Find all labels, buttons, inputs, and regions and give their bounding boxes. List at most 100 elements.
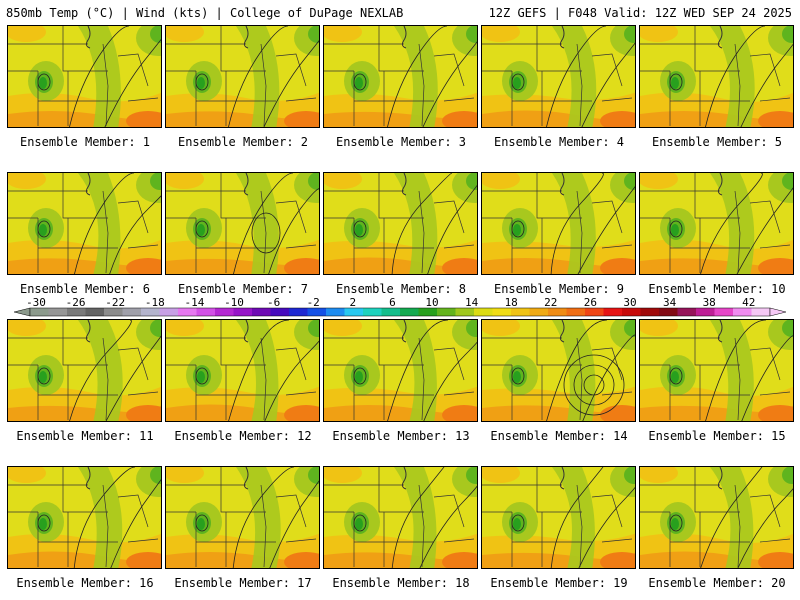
colorbar-tick-label: 38 xyxy=(703,296,716,309)
colorbar-swatch xyxy=(548,308,567,316)
ensemble-map-panel xyxy=(323,25,478,128)
colorbar-tick-label: -26 xyxy=(66,296,86,309)
temperature-field-map xyxy=(482,26,635,127)
temperature-field-map xyxy=(324,320,477,421)
temperature-field-map xyxy=(640,467,793,568)
ensemble-map-panel xyxy=(639,466,794,569)
ensemble-member-label: Ensemble Member: 17 xyxy=(174,576,312,590)
ensemble-member-label: Ensemble Member: 2 xyxy=(177,135,309,149)
colorbar-tick-label: 42 xyxy=(742,296,755,309)
colorbar-swatch xyxy=(585,308,604,316)
ensemble-member-label: Ensemble Member: 19 xyxy=(490,576,628,590)
temperature-field-map xyxy=(8,320,161,421)
ensemble-member-label: Ensemble Member: 7 xyxy=(177,282,309,296)
ensemble-map-panel xyxy=(165,25,320,128)
ensemble-map-panel xyxy=(165,466,320,569)
colorbar-swatch xyxy=(30,308,49,316)
ensemble-map-panel xyxy=(7,466,162,569)
ensemble-map-panel xyxy=(7,319,162,422)
ensemble-member-label: Ensemble Member: 1 xyxy=(19,135,151,149)
temperature-field-map xyxy=(482,320,635,421)
temperature-field-map xyxy=(324,173,477,274)
colorbar-swatch xyxy=(437,308,456,316)
temperature-field-map xyxy=(8,173,161,274)
colorbar-swatch xyxy=(104,308,123,316)
colorbar-swatch xyxy=(492,308,512,316)
ensemble-map-panel xyxy=(639,25,794,128)
ensemble-member-label: Ensemble Member: 4 xyxy=(493,135,625,149)
colorbar-swatch xyxy=(326,308,345,316)
temperature-field-map xyxy=(8,467,161,568)
colorbar-swatch xyxy=(696,308,715,316)
colorbar-swatch xyxy=(122,308,142,316)
ensemble-member-label: Ensemble Member: 15 xyxy=(648,429,786,443)
ensemble-map-panel xyxy=(639,172,794,275)
colorbar-swatch xyxy=(455,308,475,316)
colorbar-swatch xyxy=(344,308,364,316)
colorbar-swatch xyxy=(178,308,197,316)
colorbar-swatch xyxy=(733,308,752,316)
colorbar-tick-label: -6 xyxy=(267,296,280,309)
ensemble-map-panel xyxy=(481,466,636,569)
colorbar-swatch xyxy=(511,308,530,316)
ensemble-map-panel xyxy=(481,25,636,128)
colorbar-tick-label: -14 xyxy=(184,296,204,309)
ensemble-map-panel xyxy=(481,319,636,422)
colorbar-swatch xyxy=(418,308,438,316)
colorbar-tick-label: -30 xyxy=(26,296,46,309)
ensemble-member-label: Ensemble Member: 9 xyxy=(493,282,625,296)
colorbar-tick-label: -2 xyxy=(307,296,320,309)
colorbar-swatch xyxy=(603,308,623,316)
colorbar-tick-label: 18 xyxy=(505,296,518,309)
temperature-field-map xyxy=(482,467,635,568)
colorbar-tick-label: 22 xyxy=(544,296,557,309)
temperature-field-map xyxy=(324,26,477,127)
colorbar-swatch xyxy=(215,308,234,316)
temperature-field-map xyxy=(324,467,477,568)
model-valid-time: 12Z GEFS | F048 Valid: 12Z WED SEP 24 20… xyxy=(488,6,792,20)
ensemble-member-label: Ensemble Member: 18 xyxy=(332,576,470,590)
temperature-field-map xyxy=(166,26,319,127)
colorbar-tick-label: -22 xyxy=(105,296,125,309)
temperature-field-map xyxy=(482,173,635,274)
ensemble-map-panel xyxy=(481,172,636,275)
temperature-field-map xyxy=(166,173,319,274)
colorbar-swatch xyxy=(141,308,160,316)
colorbar-swatch xyxy=(233,308,253,316)
temperature-field-map xyxy=(166,320,319,421)
temperature-field-map xyxy=(640,26,793,127)
colorbar-swatch xyxy=(714,308,734,316)
colorbar-swatch xyxy=(289,308,308,316)
map-title: 850mb Temp (°C) | Wind (kts) | College o… xyxy=(6,6,404,20)
ensemble-member-label: Ensemble Member: 10 xyxy=(648,282,786,296)
colorbar-swatch xyxy=(566,308,586,316)
temperature-colorbar: -30 -26 -22 -18 -14 -10 -6 -2 2 6 10 14 18 22 26 30 34 38… xyxy=(13,296,787,317)
colorbar-tick-label: 2 xyxy=(349,296,356,309)
ensemble-member-label: Ensemble Member: 12 xyxy=(174,429,312,443)
colorbar-swatch xyxy=(659,308,678,316)
colorbar-swatch xyxy=(252,308,271,316)
ensemble-map-panel xyxy=(323,466,478,569)
colorbar-tick-label: 14 xyxy=(465,296,479,309)
ensemble-member-label: Ensemble Member: 8 xyxy=(335,282,467,296)
colorbar-tick-label: 30 xyxy=(623,296,636,309)
colorbar-swatch xyxy=(622,308,641,316)
ensemble-map-panel xyxy=(323,172,478,275)
colorbar-swatch xyxy=(474,308,493,316)
colorbar-swatch xyxy=(85,308,105,316)
colorbar-swatch xyxy=(381,308,401,316)
temperature-field-map xyxy=(166,467,319,568)
colorbar-tick-label: 34 xyxy=(663,296,677,309)
ensemble-member-label: Ensemble Member: 16 xyxy=(16,576,154,590)
ensemble-map-panel xyxy=(165,319,320,422)
ensemble-member-label: Ensemble Member: 3 xyxy=(335,135,467,149)
colorbar-swatch xyxy=(67,308,86,316)
ensemble-member-label: Ensemble Member: 5 xyxy=(651,135,783,149)
ensemble-member-label: Ensemble Member: 13 xyxy=(332,429,470,443)
colorbar-tick-label: 26 xyxy=(584,296,597,309)
colorbar-tick-label: 6 xyxy=(389,296,396,309)
colorbar-swatch xyxy=(307,308,327,316)
ensemble-map-panel xyxy=(7,25,162,128)
colorbar-swatch xyxy=(159,308,179,316)
ensemble-map-panel xyxy=(7,172,162,275)
